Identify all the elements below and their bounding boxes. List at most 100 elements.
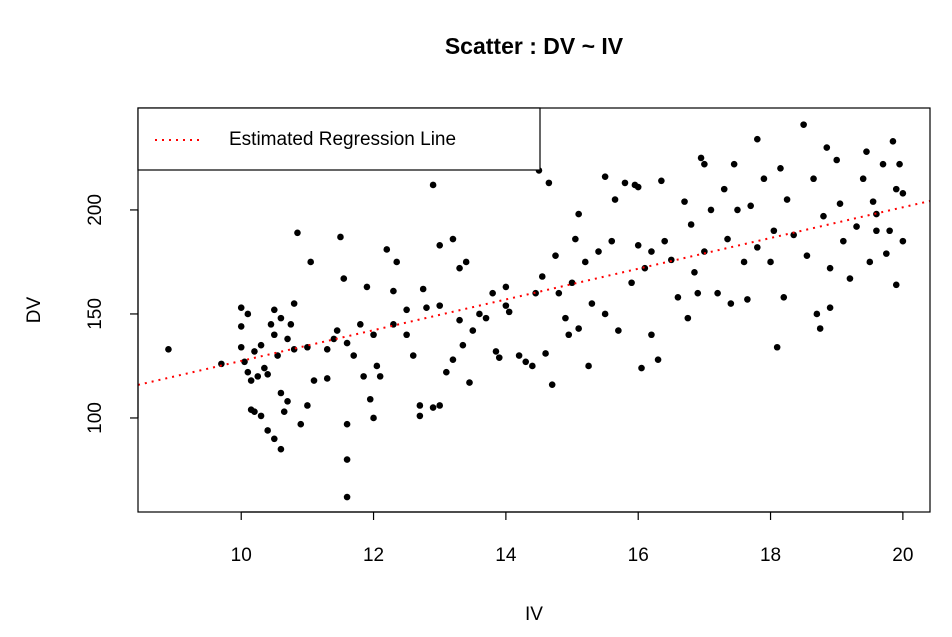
point xyxy=(267,321,275,328)
point xyxy=(277,389,285,397)
point xyxy=(896,160,903,168)
point xyxy=(859,175,867,183)
point xyxy=(492,348,500,355)
point xyxy=(846,275,854,282)
point xyxy=(459,341,467,349)
point xyxy=(873,227,880,235)
point xyxy=(740,258,748,266)
point xyxy=(529,362,536,370)
point xyxy=(562,314,569,322)
point xyxy=(237,323,245,330)
point xyxy=(489,289,496,297)
point xyxy=(310,377,318,384)
chart-title: Scatter : DV ~ IV xyxy=(445,33,624,59)
point xyxy=(251,408,258,416)
point xyxy=(866,258,874,266)
point xyxy=(744,296,751,303)
point xyxy=(701,160,708,168)
point xyxy=(648,248,655,255)
point xyxy=(237,304,245,312)
point xyxy=(360,373,367,380)
point xyxy=(588,300,596,307)
point xyxy=(754,135,761,143)
point xyxy=(889,137,897,145)
point xyxy=(727,300,735,307)
point xyxy=(241,358,248,366)
x-tick-label: 14 xyxy=(495,545,517,566)
point xyxy=(777,165,784,172)
point xyxy=(419,285,427,293)
point xyxy=(390,287,397,295)
point xyxy=(482,314,490,322)
point xyxy=(495,354,503,361)
point xyxy=(883,250,890,257)
point xyxy=(730,160,738,168)
point xyxy=(720,185,728,193)
point xyxy=(264,427,271,434)
point xyxy=(754,244,761,251)
point xyxy=(595,248,602,255)
point xyxy=(297,420,305,428)
point xyxy=(393,258,401,266)
point xyxy=(343,493,351,501)
point xyxy=(244,368,252,376)
point xyxy=(343,456,351,463)
point xyxy=(760,175,768,183)
point xyxy=(383,246,391,253)
point xyxy=(294,229,301,237)
regression-line xyxy=(138,200,930,386)
point xyxy=(449,356,457,364)
point xyxy=(343,339,351,347)
point xyxy=(684,314,692,322)
point xyxy=(681,198,688,205)
point xyxy=(165,346,172,353)
point xyxy=(307,258,314,266)
point xyxy=(581,258,589,266)
point xyxy=(538,273,546,280)
point xyxy=(697,154,705,162)
point xyxy=(661,237,668,245)
y-tick-label: 150 xyxy=(85,298,106,330)
point xyxy=(803,252,811,260)
point xyxy=(274,352,281,359)
point xyxy=(251,348,258,355)
point xyxy=(575,325,582,332)
point xyxy=(505,308,513,316)
point xyxy=(376,373,384,380)
point xyxy=(724,235,731,243)
point xyxy=(691,269,698,276)
point xyxy=(770,227,778,235)
point xyxy=(780,294,788,301)
point xyxy=(826,304,834,312)
point xyxy=(542,350,549,357)
point xyxy=(601,310,609,318)
point xyxy=(836,200,844,207)
point xyxy=(333,327,341,334)
point xyxy=(634,242,642,249)
point xyxy=(522,358,530,366)
point xyxy=(572,235,579,243)
point xyxy=(363,283,371,291)
point xyxy=(899,189,907,197)
point xyxy=(287,321,295,328)
point xyxy=(840,237,847,245)
point xyxy=(257,412,265,420)
point xyxy=(409,352,417,359)
point xyxy=(611,196,619,203)
point xyxy=(767,258,774,266)
point xyxy=(773,343,781,351)
point xyxy=(694,289,702,297)
point xyxy=(476,310,483,318)
point xyxy=(707,206,715,214)
point xyxy=(373,362,381,370)
point xyxy=(734,206,741,214)
point xyxy=(429,404,437,411)
legend-box xyxy=(137,107,541,171)
point xyxy=(899,237,907,245)
point xyxy=(244,310,252,318)
point xyxy=(284,335,291,343)
point xyxy=(436,242,444,249)
point xyxy=(337,233,344,241)
point xyxy=(638,364,645,372)
